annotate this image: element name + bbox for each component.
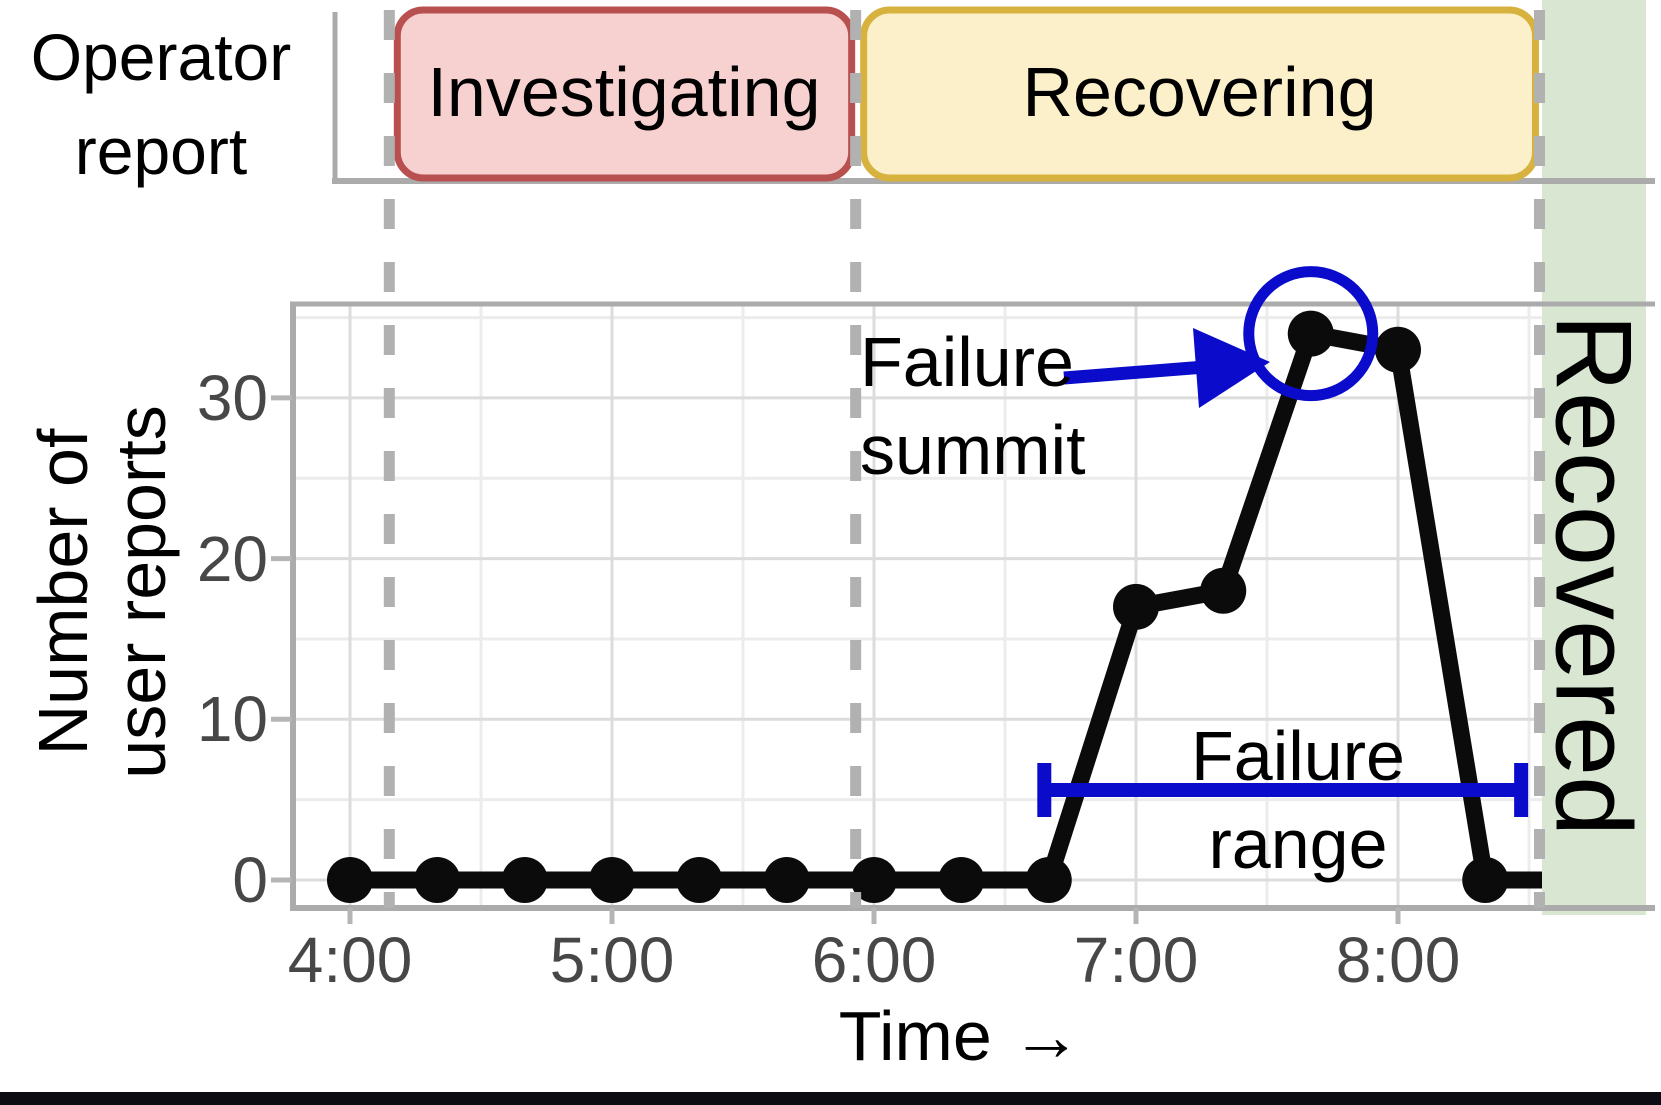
x-tick-label: 6:00 [811, 924, 937, 996]
y-axis-title-line1: Number of [24, 428, 102, 756]
operator-report-line1: Operator [30, 20, 292, 94]
failure-summit-line2: summit [860, 411, 1086, 489]
phase-label-investigating: Investigating [427, 53, 821, 131]
operator-report-axis-label: Operator report [0, 10, 322, 198]
data-point [1200, 567, 1247, 614]
data-point [414, 857, 461, 903]
recovered-band [1542, 0, 1646, 915]
failure-summit-arrow-shaft [1063, 360, 1206, 385]
data-point [1025, 857, 1072, 903]
data-point [501, 857, 548, 903]
x-tick-label: 4:00 [287, 924, 413, 996]
failure-summit-annotation: Failure summit [860, 318, 1086, 494]
y-tick-label: 0 [232, 844, 268, 916]
x-tick-label: 8:00 [1335, 924, 1461, 996]
data-point [1287, 310, 1334, 357]
phase-label-recovering: Recovering [1022, 53, 1377, 131]
data-point [1375, 326, 1421, 373]
failure-summit-line1: Failure [860, 323, 1074, 401]
data-point [1462, 857, 1509, 903]
x-tick-label: 5:00 [549, 924, 675, 996]
data-point [589, 857, 635, 903]
data-point [938, 857, 985, 903]
x-axis-title: Time → [838, 997, 1082, 1075]
failure-summit-circle [1243, 266, 1379, 402]
phase-label-recovered: Recovered [1533, 313, 1655, 837]
data-point [851, 857, 897, 903]
failure-summit-arrow-head [1193, 328, 1270, 408]
y-tick-label: 10 [196, 683, 268, 756]
failure-range-annotation: Failure range [1098, 712, 1498, 888]
failure-range-line2: range [1208, 805, 1388, 883]
failure-range-line1: Failure [1191, 717, 1405, 795]
data-point [1113, 583, 1159, 630]
y-tick-label: 30 [196, 361, 268, 434]
data-point [676, 857, 723, 903]
data-point [327, 857, 373, 903]
y-tick-label: 20 [196, 522, 268, 595]
data-point [763, 857, 810, 903]
bottom-rule [0, 1092, 1661, 1105]
x-tick-label: 7:00 [1073, 924, 1199, 996]
operator-report-line2: report [74, 114, 248, 188]
